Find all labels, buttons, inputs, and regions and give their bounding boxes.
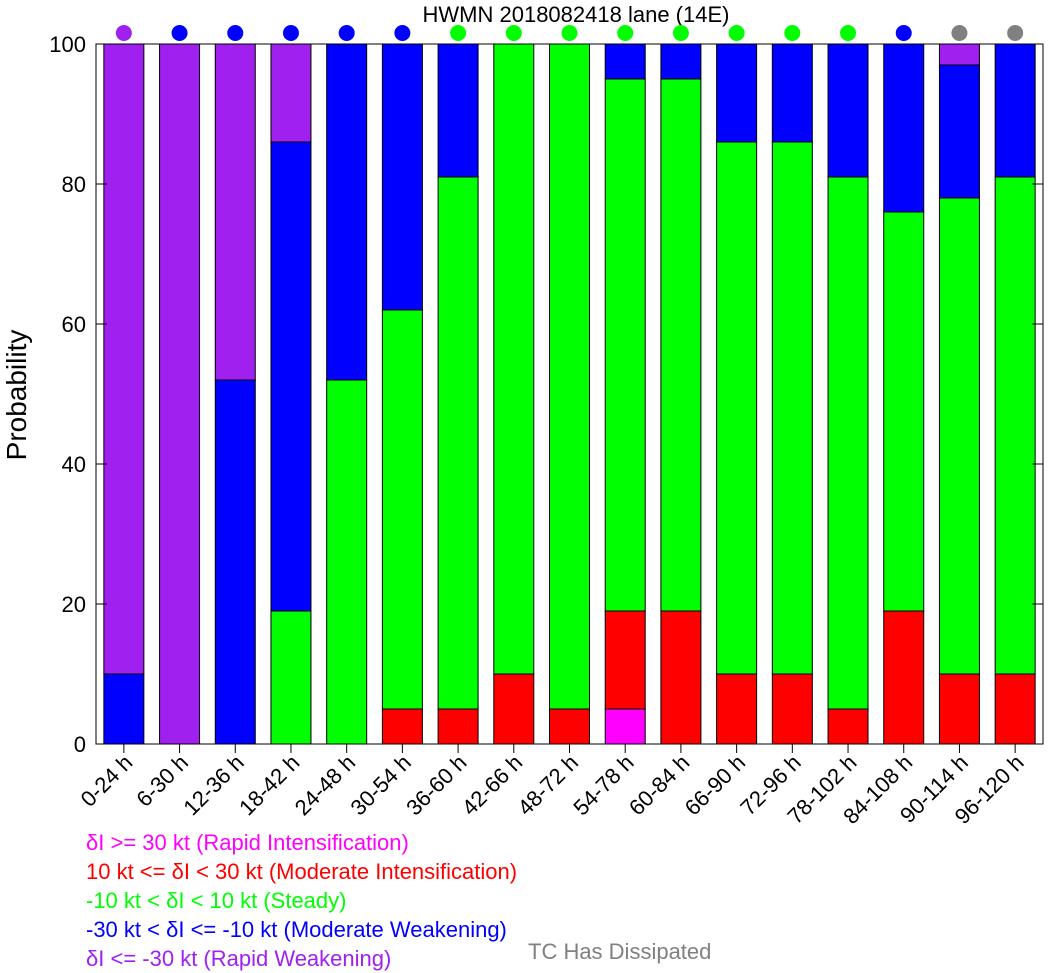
- bar-segment-7-2: [493, 43, 535, 675]
- x-tick-label-2: 12-36 h: [178, 750, 248, 820]
- bar-segment-15-2: [938, 197, 980, 675]
- bar-segment-4-2: [326, 379, 368, 745]
- bar-segment-9-3: [604, 43, 646, 80]
- legend-item-2: -10 kt < δI < 10 kt (Steady): [86, 888, 347, 913]
- bar-segment-3-2: [270, 610, 312, 745]
- category-dot-6: [450, 25, 467, 41]
- bar-segment-16-1: [994, 673, 1036, 745]
- bar-segment-3-3: [270, 141, 312, 612]
- bar-segment-5-3: [381, 43, 423, 311]
- bar-segment-6-2: [437, 176, 479, 710]
- bar-segment-11-2: [716, 141, 758, 675]
- bar-segment-0-4: [103, 43, 145, 675]
- y-tick-labels: 0 20 40 60 80 100: [49, 32, 86, 757]
- category-dot-7: [505, 25, 522, 41]
- x-tick-label-10: 60-84 h: [624, 750, 694, 820]
- bar-segment-1-4: [159, 43, 201, 745]
- dissipated-legend-label: TC Has Dissipated: [528, 939, 712, 964]
- x-tick-label-0: 0-24 h: [76, 750, 138, 812]
- bar-segment-12-3: [771, 43, 813, 143]
- bar-segment-2-3: [214, 379, 256, 745]
- bar-segment-8-2: [549, 43, 590, 710]
- y-tick-label-4: 80: [62, 172, 86, 197]
- category-dot-2: [227, 25, 244, 41]
- bar-segment-5-2: [381, 309, 423, 710]
- x-tick-label-5: 30-54 h: [345, 750, 415, 820]
- legend-item-1: 10 kt <= δI < 30 kt (Moderate Intensific…: [86, 859, 518, 884]
- category-dot-0: [115, 25, 132, 41]
- bar-segment-12-2: [771, 141, 813, 675]
- bar-segment-16-2: [994, 176, 1036, 675]
- category-dot-5: [394, 25, 411, 41]
- category-dot-14: [895, 25, 912, 41]
- bar-segment-11-3: [716, 43, 758, 143]
- bar-segment-3-4: [270, 43, 312, 143]
- category-dot-1: [171, 25, 188, 41]
- y-tick-label-1: 20: [62, 592, 86, 617]
- legend-item-0: δI >= 30 kt (Rapid Intensification): [86, 830, 409, 855]
- bar-segment-8-1: [549, 708, 590, 745]
- category-dot-16: [1007, 25, 1024, 41]
- bar-segment-14-1: [883, 610, 925, 745]
- bar-segment-6-1: [437, 708, 479, 745]
- bar-segment-6-3: [437, 43, 479, 178]
- x-tick-label-8: 48-72 h: [513, 750, 583, 820]
- y-tick-label-2: 40: [62, 452, 86, 477]
- legend-item-3: -30 kt < δI <= -10 kt (Moderate Weakenin…: [86, 917, 507, 942]
- x-tick-label-4: 24-48 h: [290, 750, 360, 820]
- bars-group: [103, 43, 1036, 745]
- bar-segment-0-3: [103, 673, 145, 745]
- bar-segment-11-1: [716, 673, 758, 745]
- bar-segment-15-4: [938, 43, 980, 66]
- category-dot-11: [728, 25, 745, 41]
- y-tick-label-0: 0: [74, 732, 86, 757]
- legend-item-4: δI <= -30 kt (Rapid Weakening): [86, 946, 392, 971]
- category-dot-13: [840, 25, 857, 41]
- x-tick-label-11: 66-90 h: [680, 750, 750, 820]
- category-dot-10: [672, 25, 689, 41]
- bar-segment-16-3: [994, 43, 1036, 178]
- bar-segment-13-1: [827, 708, 869, 745]
- legend: δI >= 30 kt (Rapid Intensification) 10 kt…: [86, 828, 517, 973]
- y-tick-label-3: 60: [62, 312, 86, 337]
- bar-segment-15-3: [938, 64, 980, 199]
- bar-segment-13-3: [827, 43, 869, 178]
- category-dot-9: [617, 25, 634, 41]
- bar-segment-4-3: [326, 43, 368, 381]
- category-dot-3: [282, 25, 299, 41]
- bar-segment-9-1: [604, 610, 646, 710]
- bar-segment-14-3: [883, 43, 925, 213]
- y-tick-label-5: 100: [49, 32, 86, 57]
- chart-title: HWMN 2018082418 lane (14E): [423, 2, 730, 27]
- bar-segment-13-2: [827, 176, 869, 710]
- category-dot-8: [561, 25, 578, 41]
- plot-axes: [95, 43, 1044, 753]
- bar-segment-9-0: [604, 708, 646, 745]
- category-dot-4: [338, 25, 355, 41]
- x-tick-label-9: 54-78 h: [568, 750, 638, 820]
- bar-segment-10-3: [660, 43, 702, 80]
- bar-segment-10-2: [660, 78, 702, 612]
- bar-segment-7-1: [493, 673, 535, 745]
- x-tick-label-6: 36-60 h: [401, 750, 471, 820]
- x-tick-label-7: 42-66 h: [457, 750, 527, 820]
- bar-segment-14-2: [883, 211, 925, 612]
- x-tick-labels: 0-24 h6-30 h12-36 h18-42 h24-48 h30-54 h…: [76, 750, 1029, 829]
- category-dot-12: [784, 25, 801, 41]
- y-axis-label: Probability: [1, 330, 32, 461]
- bar-segment-12-1: [771, 673, 813, 745]
- category-dot-15: [951, 25, 968, 41]
- bar-segment-2-4: [214, 43, 256, 381]
- bar-segment-10-1: [660, 610, 702, 745]
- bar-segment-5-1: [381, 708, 423, 745]
- bar-segment-9-2: [604, 78, 646, 612]
- bar-segment-15-1: [938, 673, 980, 745]
- x-tick-label-3: 18-42 h: [234, 750, 304, 820]
- category-dots: [115, 25, 1024, 41]
